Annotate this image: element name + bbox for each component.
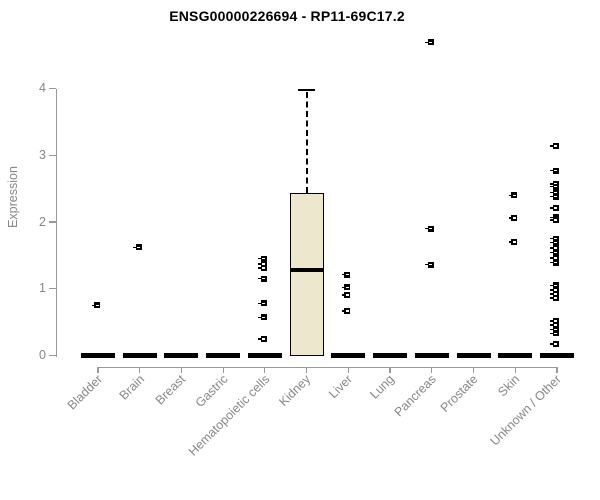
collapsed-box-median [373, 353, 408, 358]
collapsed-box-median [456, 353, 491, 358]
x-tick-label: Kidney [276, 372, 314, 410]
collapsed-box-median [81, 353, 115, 358]
x-axis-tick [514, 367, 516, 373]
outlier-point [550, 255, 559, 262]
outlier-point [550, 239, 559, 246]
x-axis-tick [472, 367, 475, 373]
chart-title: ENSG00000226694 - RP11-69C17.2 [169, 8, 405, 24]
x-axis-tick [306, 367, 308, 373]
outlier-point [341, 271, 351, 278]
x-tick-label: Brain [116, 372, 147, 403]
outlier-point [91, 302, 100, 309]
outlier-point [550, 193, 559, 200]
outlier-point [508, 192, 518, 199]
x-axis-tick [264, 367, 266, 373]
x-axis-tick [180, 367, 183, 373]
y-tick-label: 0 [39, 348, 46, 362]
outlier-point [258, 300, 267, 307]
x-axis-tick [389, 367, 391, 373]
x-tick-label: Skin [495, 372, 523, 400]
median-line [289, 268, 324, 273]
outlier-point [258, 261, 267, 268]
collapsed-box-median [206, 353, 241, 358]
outlier-point [425, 261, 434, 268]
collapsed-box-median [539, 353, 574, 358]
x-tick-label: Lung [367, 372, 398, 402]
x-axis-tick [556, 367, 558, 373]
outlier-point [425, 225, 434, 232]
outlier-point [550, 317, 559, 324]
collapsed-box-median [164, 353, 199, 358]
outlier-point [258, 275, 267, 282]
outlier-point [258, 335, 267, 342]
x-tick-label: Prostate [437, 372, 481, 415]
y-tick-label: 1 [39, 281, 46, 296]
y-axis-tick [49, 87, 56, 90]
upper-whisker [305, 91, 308, 194]
x-axis-line [98, 367, 558, 369]
outlier-point [550, 341, 559, 348]
outlier-point [550, 295, 559, 302]
outlier-point [550, 142, 559, 149]
boxplot-box [289, 193, 324, 357]
outlier-point [341, 307, 351, 314]
x-tick-label: Pancreas [391, 372, 439, 420]
outlier-point [341, 291, 351, 298]
outlier-point [133, 244, 142, 251]
outlier-point [341, 284, 351, 291]
outlier-point [508, 214, 518, 221]
outlier-point [550, 321, 559, 328]
y-axis-tick [49, 221, 56, 223]
x-tick-label: Hematopoietic cells [185, 372, 272, 459]
outlier-point [550, 282, 559, 289]
x-axis-tick [222, 367, 224, 373]
x-axis-tick [139, 367, 141, 373]
collapsed-box-median [414, 353, 449, 358]
x-tick-label: Breast [153, 372, 189, 408]
x-tick-label: Liver [326, 372, 356, 402]
y-axis-tick [49, 354, 56, 357]
collapsed-box-median [331, 353, 366, 358]
outlier-point [550, 326, 559, 333]
outlier-point [258, 255, 267, 262]
outlier-point [550, 167, 559, 174]
outlier-point [550, 204, 559, 211]
x-axis-tick [97, 367, 99, 373]
whisker-cap [298, 88, 316, 91]
outlier-point [550, 183, 559, 190]
collapsed-box-median [247, 353, 282, 358]
x-axis-tick [347, 367, 349, 373]
x-tick-label: Bladder [64, 372, 105, 413]
outlier-point [550, 291, 559, 298]
outlier-point [258, 314, 267, 321]
outlier-point [258, 265, 267, 272]
y-axis-line [56, 88, 58, 357]
x-axis-tick [431, 367, 433, 373]
outlier-point [550, 235, 559, 242]
y-axis-tick [49, 288, 56, 290]
outlier-point [550, 259, 559, 266]
x-tick-label: Gastric [192, 372, 231, 410]
outlier-point [550, 189, 559, 196]
collapsed-box-median [122, 353, 157, 358]
y-tick-label: 3 [39, 147, 46, 162]
outlier-point [550, 330, 559, 337]
outlier-point [508, 239, 518, 246]
y-tick-label: 4 [39, 81, 46, 95]
outlier-point [550, 249, 559, 256]
outlier-point [550, 245, 559, 252]
y-axis-tick [49, 154, 56, 156]
y-tick-label: 2 [39, 214, 46, 229]
outlier-point [550, 216, 559, 223]
outlier-point [550, 287, 559, 294]
outlier-point [425, 39, 434, 46]
collapsed-box-median [498, 353, 533, 358]
